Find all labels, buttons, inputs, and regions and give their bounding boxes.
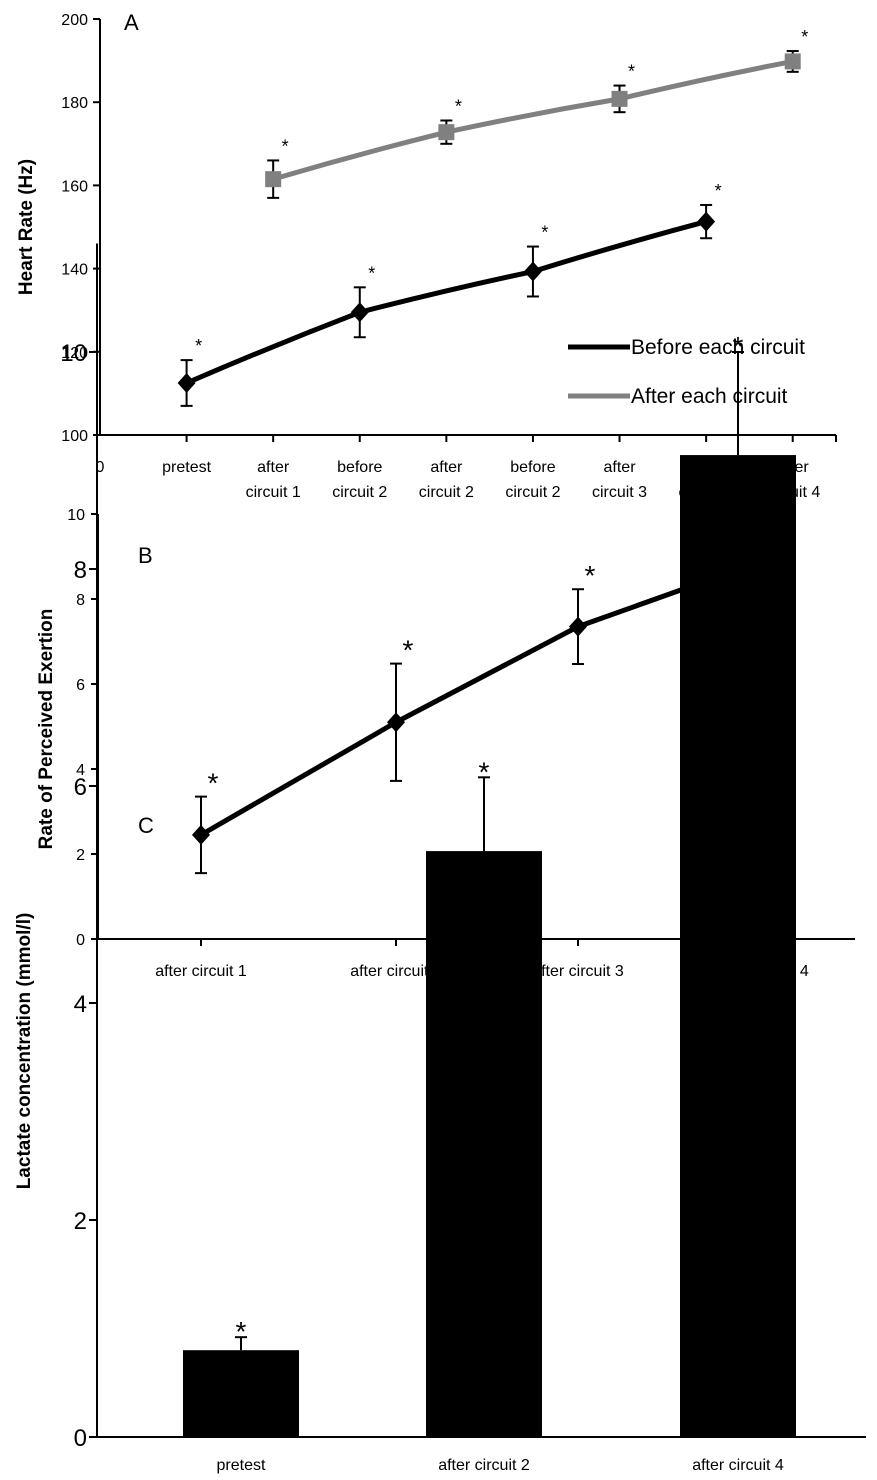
bar xyxy=(183,1350,299,1437)
legend-label-before: Before each circuit xyxy=(631,336,805,359)
bar xyxy=(426,851,542,1437)
data-point-diamond xyxy=(177,373,196,393)
panel-a-x-tick-label: before xyxy=(510,459,555,476)
data-point-diamond xyxy=(192,824,210,845)
panel-c-y-tick-label: 2 xyxy=(74,1208,87,1235)
panel-b-y-tick-label: 10 xyxy=(67,507,85,524)
panel-c-x-tick-label: pretest xyxy=(217,1457,266,1474)
panel-b-y-axis-label: Rate of Perceived Exertion xyxy=(36,609,57,850)
panel-a-y-tick-label: 140 xyxy=(61,262,88,279)
legend-label-after: After each circuit xyxy=(631,385,788,408)
data-point-square xyxy=(784,53,801,70)
panel-a-series: * * * * * * * * xyxy=(177,27,808,407)
series-line-after xyxy=(272,58,794,182)
panel-b-x-tick-label: after circuit 1 xyxy=(155,963,247,980)
panel-a-y-axis-label: Heart Rate (Hz) xyxy=(16,159,37,295)
panel-a-x-tick-label: pretest xyxy=(162,459,211,476)
panel-b-x-tick-label: after circuit 3 xyxy=(532,963,624,980)
significance-marker: * xyxy=(236,1316,247,1347)
panel-c: C Lactate concentration (mmol/l) 0246810… xyxy=(14,243,866,1474)
panel-a-x-tick-label: before xyxy=(337,459,382,476)
panel-c-y-tick-label: 6 xyxy=(74,774,87,801)
significance-marker: * xyxy=(282,136,289,156)
panel-b-y-tick-label: 6 xyxy=(76,677,85,694)
data-point-diamond xyxy=(350,302,369,323)
panel-b-y-tick-label: 8 xyxy=(76,592,85,609)
panel-a-y-tick-label: 200 xyxy=(61,12,88,29)
panel-a-x-tick-label: circuit 3 xyxy=(592,484,647,501)
significance-marker: * xyxy=(801,27,808,47)
panel-c-y-tick-label: 8 xyxy=(74,557,87,584)
data-point-square xyxy=(265,171,282,188)
panel-c-x-tick-label: after circuit 4 xyxy=(692,1457,784,1474)
panel-c-y-tick-label: 4 xyxy=(74,991,87,1018)
panel-a-legend: Before each circuit After each circuit xyxy=(568,336,805,408)
panel-a-x-tick-label: after xyxy=(604,459,637,476)
panel-b-letter: B xyxy=(138,543,153,568)
panel-a-x-tick-label: circuit 1 xyxy=(246,484,301,501)
panel-c-y-tick-label: 10 xyxy=(60,340,87,367)
significance-marker: * xyxy=(715,181,722,201)
panel-a-x-origin-label: 0 xyxy=(96,459,105,476)
panel-a-x-tick-label: circuit 2 xyxy=(332,484,387,501)
panel-c-y-tick-label: 0 xyxy=(74,1425,87,1452)
data-point-diamond xyxy=(523,261,542,282)
panel-a: A Heart Rate (Hz) 0 100 120 140 160 180 200 pr… xyxy=(16,10,837,501)
panel-a-x-tick-label: after xyxy=(257,459,290,476)
panel-a-y-tick-label: 100 xyxy=(61,428,88,445)
significance-marker: * xyxy=(208,768,219,799)
data-point-square xyxy=(611,90,628,107)
panel-a-y-tick-label: 120 xyxy=(61,345,88,362)
panel-b-y-tick-label: 4 xyxy=(76,762,85,779)
panel-a-x-tick-label: circuit 2 xyxy=(419,484,474,501)
significance-marker: * xyxy=(733,331,744,362)
panel-a-x-tick-label: after xyxy=(430,459,463,476)
significance-marker: * xyxy=(455,97,462,117)
significance-marker: * xyxy=(479,756,490,787)
significance-marker: * xyxy=(541,223,548,243)
panel-a-y-tick-label: 180 xyxy=(61,95,88,112)
data-point-diamond xyxy=(697,211,716,232)
panel-c-series: * * * xyxy=(183,331,796,1437)
significance-marker: * xyxy=(585,560,596,591)
panel-c-y-axis-label: Lactate concentration (mmol/l) xyxy=(14,913,35,1190)
panel-c-x-tick-label: after circuit 2 xyxy=(438,1457,530,1474)
data-point-square xyxy=(438,124,455,141)
panel-a-x-tick-label: circuit 2 xyxy=(505,484,560,501)
significance-marker: * xyxy=(628,62,635,82)
panel-a-letter: A xyxy=(124,10,139,35)
significance-marker: * xyxy=(195,336,202,356)
data-point-diamond xyxy=(387,712,405,733)
significance-marker: * xyxy=(368,263,375,283)
panel-b-y-tick-label: 2 xyxy=(76,847,85,864)
bar xyxy=(680,455,796,1437)
panel-c-letter: C xyxy=(138,813,154,838)
series-line-rpe xyxy=(199,558,764,838)
panel-b-x-tick-label: after circuit 2 xyxy=(350,963,442,980)
data-point-diamond xyxy=(569,616,587,637)
panel-a-y-tick-label: 160 xyxy=(61,178,88,195)
panel-b-y-tick-label: 0 xyxy=(76,932,85,949)
significance-marker: * xyxy=(403,635,414,666)
series-line-before xyxy=(185,219,707,386)
